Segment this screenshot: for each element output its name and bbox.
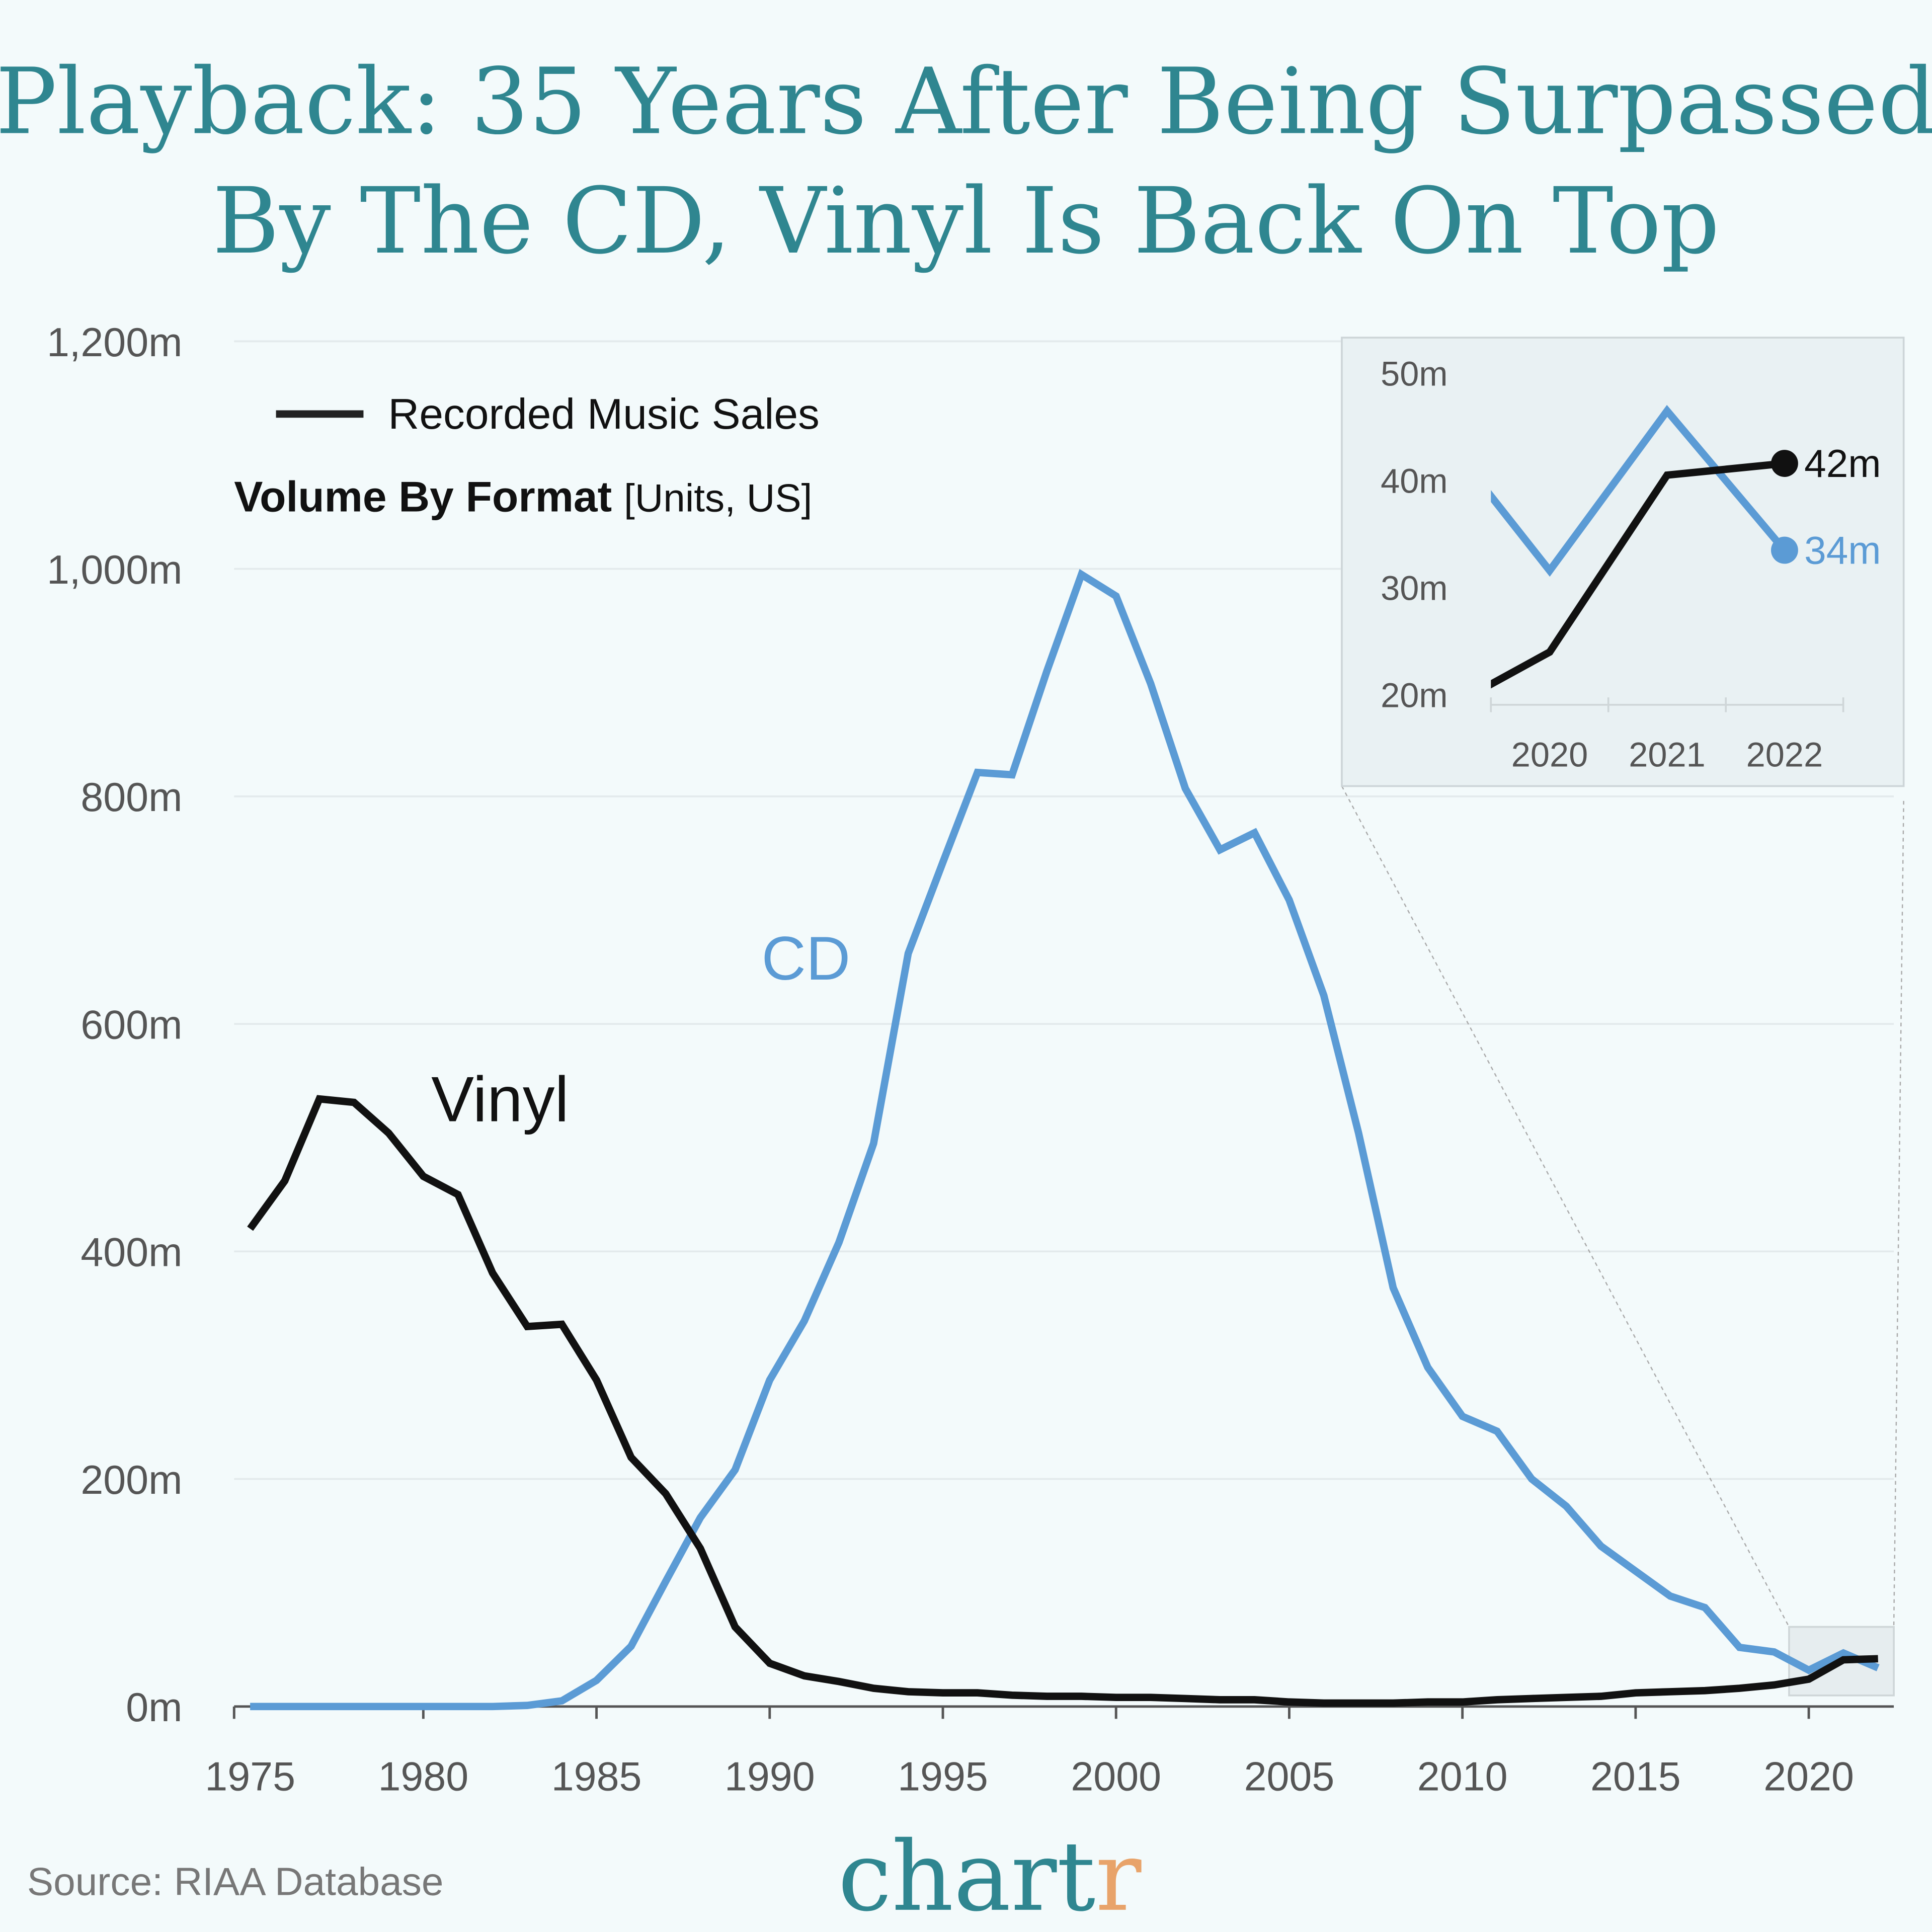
chart-title-line-1: Playback: 35 Years After Being Surpassed xyxy=(0,48,1932,154)
inset-end-point-vinyl xyxy=(1771,450,1798,477)
inset-y-tick-label: 40m xyxy=(1381,462,1447,501)
x-tick-label: 2010 xyxy=(1417,1754,1508,1799)
connector-line xyxy=(1893,800,1904,1627)
inset-chart: 20m 30m 40m 50m 2020 2021 2022 34m 42m xyxy=(1341,337,1905,787)
y-tick-label: 600m xyxy=(80,1002,182,1048)
inset-series-line-cd xyxy=(1491,405,1788,577)
chart-title-line-2: By The CD, Vinyl Is Back On Top xyxy=(212,168,1720,274)
logo-main: chart xyxy=(838,1821,1095,1932)
y-tick-label: 1,000m xyxy=(47,547,183,593)
inset-end-point-cd xyxy=(1771,536,1798,564)
inset-x-tick-label: 2022 xyxy=(1746,735,1823,774)
series-label-cd: CD xyxy=(761,924,850,993)
legend-label: Recorded Music Sales xyxy=(388,390,819,438)
legend-subtitle-bold: Volume By Format xyxy=(234,472,612,521)
inset-y-tick-label: 30m xyxy=(1381,569,1447,608)
series-line-vinyl xyxy=(247,1095,1878,1707)
x-axis: 1975 1980 1985 1990 1995 2000 2005 2010 2015 2020 xyxy=(205,1705,1894,1799)
y-tick-label: 800m xyxy=(80,775,182,820)
x-tick-label: 2020 xyxy=(1763,1754,1854,1799)
y-tick-label: 0m xyxy=(126,1685,182,1730)
series-label-vinyl: Vinyl xyxy=(431,1064,569,1135)
x-tick-label: 2005 xyxy=(1244,1754,1335,1799)
gridlines xyxy=(234,340,1894,1480)
logo-accent: r xyxy=(1095,1821,1142,1932)
series-lines xyxy=(247,569,1880,1711)
x-tick-label: 1975 xyxy=(205,1754,295,1799)
legend-subtitle: Volume By Format [Units, US] xyxy=(234,472,812,521)
inset-series-line-vinyl xyxy=(1491,459,1785,689)
inset-end-label-vinyl: 42m xyxy=(1804,441,1881,486)
inset-x-tick-label: 2020 xyxy=(1511,735,1588,774)
x-tick-label: 1995 xyxy=(898,1754,988,1799)
y-tick-label: 400m xyxy=(80,1230,182,1275)
chartr-logo: chartr xyxy=(838,1821,1142,1932)
series-line-cd xyxy=(250,569,1880,1711)
x-tick-label: 1990 xyxy=(725,1754,815,1799)
inset-end-label-cd: 34m xyxy=(1804,528,1881,573)
x-tick-label: 1985 xyxy=(551,1754,642,1799)
y-tick-label: 200m xyxy=(80,1458,182,1503)
x-tick-label: 2000 xyxy=(1071,1754,1161,1799)
legend-subtitle-unit: [Units, US] xyxy=(624,475,812,520)
inset-y-tick-label: 20m xyxy=(1381,676,1447,715)
x-tick-label: 1980 xyxy=(378,1754,468,1799)
y-axis-ticks: 0m 200m 400m 600m 800m 1,000m 1,200m xyxy=(47,320,183,1730)
inset-x-tick-label: 2021 xyxy=(1629,735,1706,774)
inset-background xyxy=(1341,337,1905,787)
inset-y-tick-label: 50m xyxy=(1381,355,1447,393)
source-note: Source: RIAA Database xyxy=(27,1860,444,1904)
y-tick-label: 1,200m xyxy=(47,320,183,365)
x-tick-label: 2015 xyxy=(1590,1754,1681,1799)
connector-line xyxy=(1341,785,1790,1628)
